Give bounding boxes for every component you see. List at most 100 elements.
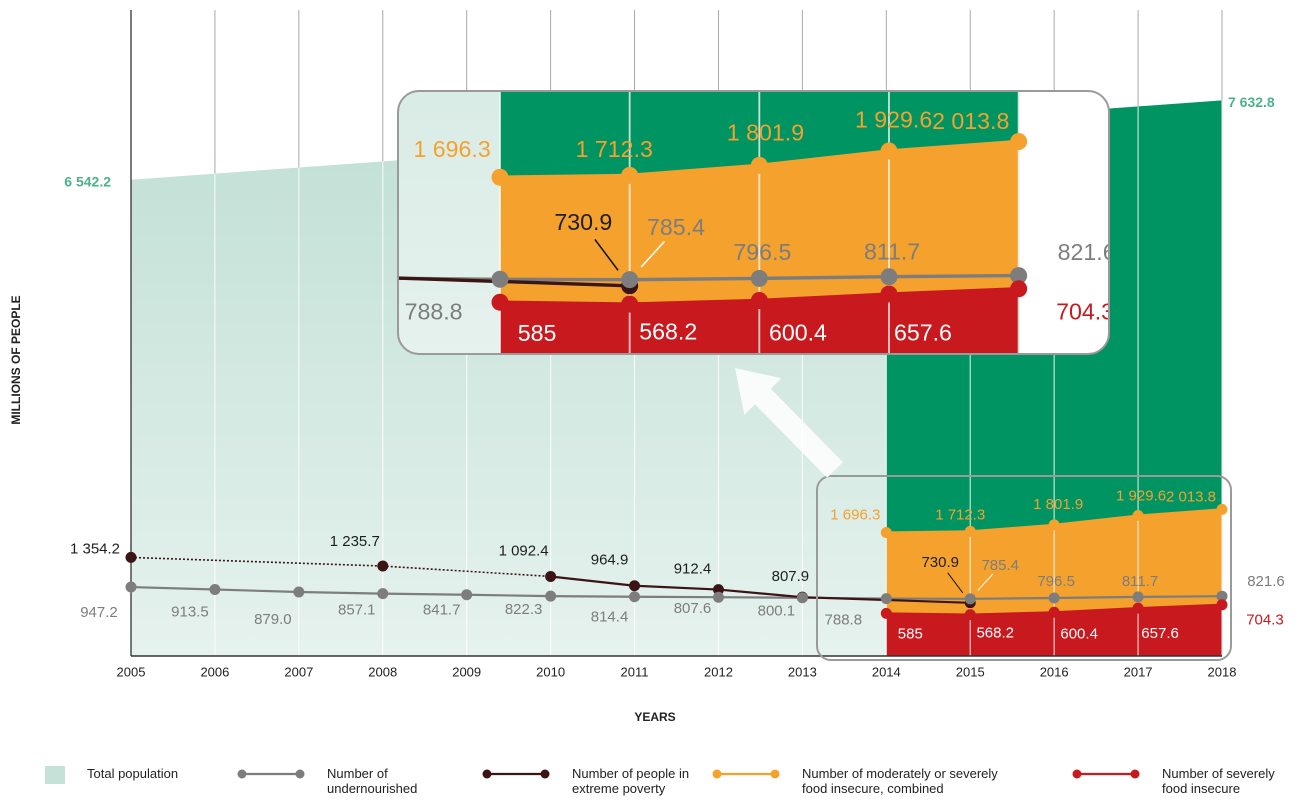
- data-point: [209, 584, 221, 595]
- data-label: 1 929.6: [1116, 487, 1166, 504]
- legend-label: Number of undernourished: [327, 766, 418, 796]
- line-segment: [970, 523, 1055, 533]
- line-segment: [1054, 595, 1139, 600]
- data-label: 1 696.3: [830, 506, 880, 523]
- x-axis-title: YEARS: [634, 710, 675, 724]
- data-label: 657.6: [1141, 625, 1179, 642]
- legend-item: Number of undernourished: [237, 766, 427, 796]
- data-point: [545, 570, 557, 582]
- data-point: [712, 584, 724, 596]
- data-label: 730.9: [921, 554, 959, 571]
- leader-line: [947, 572, 964, 594]
- data-point: [125, 551, 137, 563]
- data-point: [545, 590, 557, 602]
- data-point: [377, 560, 389, 572]
- data-label: 879.0: [254, 611, 292, 628]
- zoom-arrow: [735, 368, 843, 478]
- data-point: [1216, 599, 1228, 611]
- x-tick-label: 2010: [536, 664, 565, 679]
- data-label: 1 712.3: [935, 506, 985, 523]
- legend-swatch: [482, 769, 550, 779]
- data-label: 807.9: [772, 568, 810, 585]
- data-label: 800.1: [758, 603, 796, 620]
- data-label: 964.9: [591, 552, 629, 569]
- data-label: 568.2: [976, 625, 1014, 642]
- legend-swatch-dot: [712, 769, 722, 779]
- x-tick-label: 2011: [621, 664, 649, 679]
- line-segment: [298, 590, 383, 595]
- data-label: 811.7: [1122, 573, 1158, 590]
- legend-item: Number of severely food insecure: [1072, 766, 1292, 796]
- legend-swatch-fill: [45, 766, 65, 784]
- data-label: 6 542.2: [64, 173, 111, 189]
- data-label: 600.4: [1060, 625, 1098, 642]
- legend-label: Total population: [87, 766, 179, 781]
- line-segment: [550, 595, 635, 598]
- data-label: 785.4: [981, 557, 1019, 574]
- x-tick-label: 2013: [788, 664, 817, 679]
- line-segment: [718, 596, 803, 599]
- legend-swatch-dot: [295, 769, 305, 779]
- legend-swatch-dot: [1130, 769, 1140, 779]
- x-tick-label: 2018: [1208, 664, 1237, 679]
- data-point: [1132, 510, 1144, 522]
- data-point: [880, 593, 892, 605]
- x-tick-label: 2008: [368, 664, 397, 679]
- data-label: 814.4: [591, 609, 629, 626]
- data-label: 913.5: [171, 603, 209, 620]
- data-label: 857.1: [338, 602, 376, 619]
- data-point: [964, 525, 976, 537]
- data-point: [629, 580, 641, 592]
- line-segment: [970, 596, 1055, 600]
- data-label: 1 235.7: [330, 533, 380, 550]
- data-point: [880, 527, 892, 539]
- y-axis-title: MILLIONS OF PEOPLE: [9, 295, 23, 424]
- line-segment: [382, 565, 551, 578]
- data-point: [1048, 592, 1060, 604]
- chart: 2005 2006 2007 2008 2009 2010 2011 2012 2013 2014…: [9, 10, 1285, 724]
- line-segment: [382, 592, 467, 596]
- legend-item: Number of people in extreme poverty: [482, 766, 697, 796]
- line-segment: [466, 593, 551, 598]
- line-segment: [1138, 603, 1223, 610]
- line-segment: [1138, 595, 1223, 599]
- data-point: [1216, 503, 1228, 515]
- legend-swatch: [1072, 769, 1140, 779]
- data-point: [880, 607, 892, 619]
- data-label: 947.2: [80, 604, 118, 621]
- zoom-region: [816, 475, 1232, 661]
- data-point: [125, 581, 137, 593]
- data-label: 807.6: [674, 600, 712, 617]
- data-label: 1 092.4: [499, 542, 549, 559]
- legend-swatch-dot: [482, 769, 492, 779]
- leader-line: [977, 573, 994, 591]
- x-tick-label: 2015: [956, 664, 985, 679]
- x-tick-label: 2014: [872, 664, 901, 679]
- line-segment: [1137, 508, 1223, 517]
- data-point: [629, 591, 641, 603]
- data-point: [293, 586, 305, 598]
- data-point: [964, 593, 976, 605]
- data-point: [1132, 602, 1144, 614]
- x-tick-label: 2017: [1124, 664, 1153, 679]
- legend-label: Number of severely food insecure: [1162, 766, 1275, 796]
- legend-swatch-dot: [237, 769, 247, 779]
- data-point: [712, 591, 724, 603]
- x-tick-label: 2012: [704, 664, 733, 679]
- data-label: 1 801.9: [1033, 496, 1083, 513]
- legend-swatch-dot: [1072, 769, 1082, 779]
- data-label: 796.5: [1037, 573, 1075, 590]
- x-tick-label: 2005: [117, 664, 146, 679]
- data-point: [377, 588, 389, 600]
- line-segment: [886, 530, 971, 534]
- line-segment: [886, 612, 971, 616]
- line-segment: [214, 588, 299, 594]
- data-point: [461, 589, 473, 601]
- data-label: 841.7: [423, 602, 461, 619]
- line-segment: [130, 585, 215, 591]
- line-segment: [130, 556, 383, 567]
- legend-swatch-dot: [770, 769, 780, 779]
- line-segment: [634, 584, 719, 591]
- legend-swatch: [237, 769, 305, 779]
- data-point: [964, 609, 976, 621]
